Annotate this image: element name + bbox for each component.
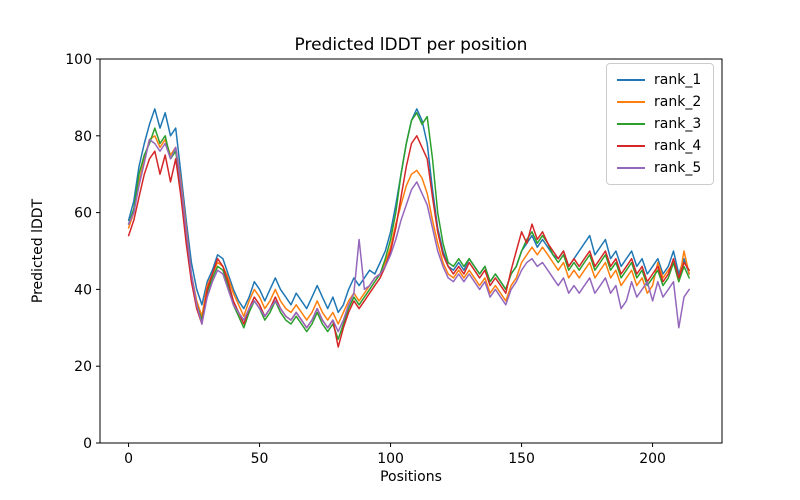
legend-line-sample-rank_2 [617,101,645,103]
legend-entry-rank_3: rank_3 [617,113,713,135]
x-axis-label: Positions [380,469,442,485]
legend-label-rank_4: rank_4 [654,138,702,154]
legend-line-sample-rank_1 [617,79,645,81]
y-tick-label: 60 [74,206,92,222]
x-tick-label: 150 [508,451,535,467]
legend-line-sample-rank_3 [617,123,645,125]
legend-line-sample-rank_5 [617,167,645,169]
x-tick-label: 50 [251,451,269,467]
y-tick-label: 20 [74,359,92,375]
legend-entry-rank_5: rank_5 [617,157,713,179]
legend-line-sample-rank_4 [617,145,645,147]
y-tick-label: 100 [65,52,92,68]
series-line-rank_3 [127,112,690,341]
legend: rank_1 rank_2 rank_3 rank_4 rank_5 [606,63,714,185]
plot-frame [99,58,723,444]
y-tick-label: 80 [74,129,92,145]
legend-entry-rank_1: rank_1 [617,69,713,91]
y-tick-label: 40 [74,282,92,298]
legend-label-rank_2: rank_2 [654,94,702,110]
series-line-rank_4 [127,135,690,348]
legend-label-rank_1: rank_1 [654,72,702,88]
x-tick-label: 100 [377,451,404,467]
series-line-rank_5 [127,138,690,333]
y-axis-label: Predicted lDDT [30,198,46,304]
legend-entry-rank_4: rank_4 [617,135,713,157]
legend-label-rank_5: rank_5 [654,160,702,176]
legend-entry-rank_2: rank_2 [617,91,713,113]
x-tick-label: 0 [124,451,133,467]
x-tick-label: 200 [639,451,666,467]
legend-label-rank_3: rank_3 [654,116,702,132]
chart-title: Predicted lDDT per position [294,35,528,55]
y-tick-label: 0 [83,436,92,452]
